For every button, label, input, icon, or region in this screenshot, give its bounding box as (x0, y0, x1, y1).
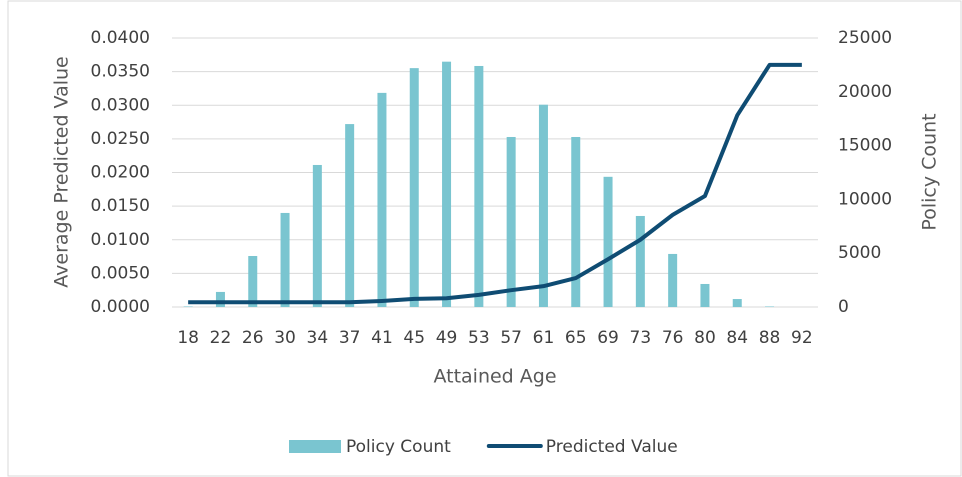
y-tick-label: 0.0100 (91, 230, 150, 250)
legend-swatch (289, 440, 341, 453)
y2-tick-label: 25000 (838, 28, 892, 48)
x-tick-label: 57 (500, 328, 522, 348)
x-tick-label: 65 (565, 328, 587, 348)
bar (248, 255, 258, 307)
x-tick-label: 80 (694, 328, 716, 348)
x-tick-label: 26 (242, 328, 264, 348)
bar (506, 136, 516, 307)
bar (377, 92, 387, 307)
x-tick-label: 18 (177, 328, 199, 348)
legend-label: Policy Count (346, 437, 451, 457)
bar (183, 306, 193, 307)
x-tick-label: 76 (662, 328, 684, 348)
y-tick-label: 0.0350 (91, 62, 150, 82)
y-tick-label: 0.0300 (91, 95, 150, 115)
y-tick-label: 0.0400 (91, 28, 150, 48)
bar (442, 61, 452, 308)
x-tick-label: 84 (726, 328, 748, 348)
bar (215, 291, 225, 307)
bar (603, 176, 613, 307)
bar (668, 253, 678, 307)
y2-tick-label: 0 (838, 297, 849, 317)
x-tick-label: 45 (403, 328, 425, 348)
x-tick-label: 49 (436, 328, 458, 348)
legend-label: Predicted Value (546, 437, 678, 457)
x-tick-label: 41 (371, 328, 393, 348)
bar (409, 68, 419, 308)
line (188, 62, 802, 305)
y-axis-title: Average Predicted Value (51, 56, 73, 287)
bar (765, 306, 775, 307)
y-tick-label: 0.0050 (91, 263, 150, 283)
bar (474, 65, 484, 307)
y-tick-label: 0.0200 (91, 163, 150, 183)
bar (538, 104, 548, 307)
bar (635, 215, 645, 307)
y2-axis-title: Policy Count (919, 113, 941, 230)
bar (700, 283, 710, 307)
x-tick-label: 30 (274, 328, 296, 348)
y-tick-label: 0.0250 (91, 129, 150, 149)
x-tick-label: 61 (533, 328, 555, 348)
x-tick-label: 22 (210, 328, 232, 348)
y2-tick-label: 5000 (838, 243, 881, 263)
y2-tick-label: 15000 (838, 136, 892, 156)
y-tick-label: 0.0000 (91, 297, 150, 317)
x-tick-label: 92 (791, 328, 813, 348)
y2-tick-label: 20000 (838, 82, 892, 102)
x-tick-label: 34 (307, 328, 329, 348)
bar (732, 299, 742, 307)
bar (571, 136, 581, 307)
y-tick-label: 0.0150 (91, 196, 150, 216)
chart-frame (7, 0, 962, 477)
x-tick-label: 73 (630, 328, 652, 348)
bar (280, 212, 290, 307)
x-tick-label: 53 (468, 328, 490, 348)
x-axis-title: Attained Age (433, 366, 556, 388)
x-tick-label: 37 (339, 328, 361, 348)
bar (345, 124, 355, 307)
x-tick-label: 69 (597, 328, 619, 348)
y2-tick-label: 10000 (838, 189, 892, 209)
x-tick-label: 88 (759, 328, 781, 348)
bar (312, 164, 322, 307)
